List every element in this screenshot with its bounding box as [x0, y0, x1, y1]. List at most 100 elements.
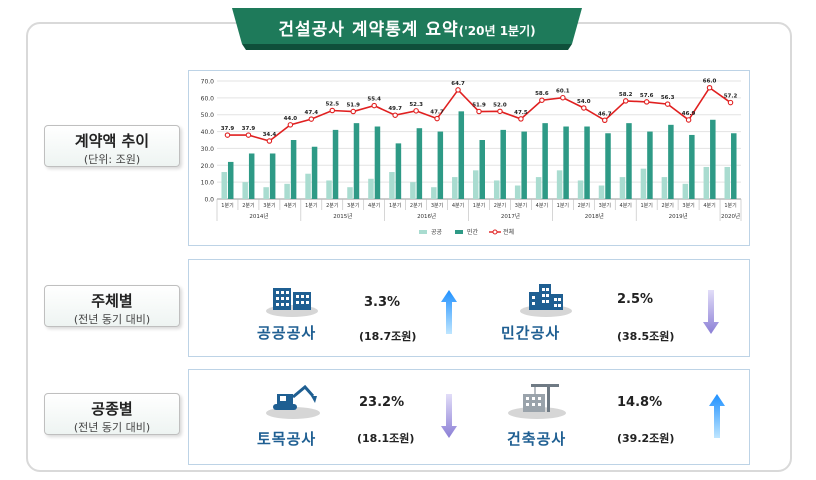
bar-public	[577, 180, 584, 199]
bar-private	[269, 153, 276, 199]
section-label-work: 공종별 (전년 동기 대비)	[44, 393, 180, 435]
point-total	[434, 115, 440, 122]
bar-public	[535, 177, 542, 199]
bar-private	[689, 134, 695, 199]
point-total	[287, 122, 294, 128]
point-total	[455, 87, 461, 93]
banner-shadow	[242, 44, 572, 50]
category-name-public: 공공공사	[257, 324, 317, 342]
x-tick-label: 1분기	[473, 202, 485, 209]
x-tick-label: 4분기	[368, 202, 380, 209]
title-banner: 건설공사 계약통계 요약('20년 1분기)	[232, 8, 582, 52]
bar-public	[640, 168, 647, 199]
amount-building: (39.2조원)	[617, 432, 675, 445]
data-label: 52.3	[409, 102, 423, 108]
point-total	[245, 132, 252, 138]
page-title: 건설공사 계약통계 요약('20년 1분기)	[232, 15, 582, 40]
y-tick-label: 40.0	[201, 129, 215, 136]
bar-public	[703, 166, 710, 199]
data-label: 52.5	[325, 102, 339, 108]
bar-public	[431, 187, 437, 199]
excavator-icon	[266, 384, 320, 419]
bar-public	[661, 177, 668, 199]
legend-label: 민간	[467, 228, 479, 236]
category-name-building: 건축공사	[507, 430, 567, 448]
bar-private	[374, 126, 381, 199]
year-label: 2019년	[669, 212, 688, 220]
point-total	[602, 117, 608, 124]
x-tick-label: 2분기	[410, 202, 422, 209]
legend-swatch	[419, 230, 427, 234]
year-label: 2020년	[721, 212, 740, 220]
data-label: 55.4	[367, 97, 381, 103]
data-label: 44.0	[284, 116, 298, 122]
year-label: 2018년	[585, 212, 604, 220]
point-total	[371, 102, 377, 109]
point-total	[622, 98, 629, 104]
bar-private	[563, 126, 569, 199]
bar-public	[556, 170, 563, 199]
x-tick-label: 1분기	[389, 202, 401, 209]
bar-private	[500, 129, 506, 199]
point-total	[392, 112, 398, 118]
data-label: 47.5	[514, 110, 528, 116]
x-tick-label: 4분기	[620, 202, 632, 209]
bar-public	[347, 187, 353, 199]
banner-shape	[232, 8, 582, 50]
section-title-work: 공종별	[91, 400, 133, 418]
data-label: 56.3	[661, 95, 675, 101]
point-total	[706, 84, 713, 91]
bar-public	[263, 187, 269, 199]
point-total	[224, 132, 231, 138]
x-tick-label: 1분기	[221, 202, 233, 209]
apartment-building-icon	[520, 284, 572, 317]
data-label: 51.9	[472, 103, 486, 109]
y-tick-label: 30.0	[201, 146, 215, 153]
data-label: 49.7	[388, 106, 402, 112]
bar-private	[458, 111, 465, 199]
bar-private	[731, 133, 737, 199]
data-label: 58.2	[619, 92, 633, 98]
bar-private	[521, 131, 527, 199]
bar-public	[305, 173, 311, 199]
data-label: 51.9	[346, 103, 360, 109]
office-building-icon	[266, 288, 318, 317]
data-label: 54.0	[577, 99, 591, 105]
bar-public	[242, 182, 248, 199]
title-sub: ('20년 1분기)	[458, 24, 536, 38]
year-label: 2017년	[501, 212, 520, 220]
point-total	[497, 108, 503, 115]
point-total	[664, 101, 671, 107]
bar-private	[437, 131, 444, 199]
amount-private: (38.5조원)	[617, 330, 675, 343]
bar-private	[626, 123, 632, 199]
point-total	[518, 116, 524, 122]
x-tick-label: 2분기	[661, 202, 673, 209]
bar-private	[584, 126, 590, 199]
x-tick-label: 4분기	[284, 202, 296, 209]
bar-public	[452, 177, 458, 199]
bar-private	[668, 124, 674, 199]
section-subtitle-entity: (전년 동기 대비)	[73, 313, 151, 326]
data-label: 64.7	[451, 81, 465, 87]
x-tick-label: 4분기	[703, 202, 715, 209]
data-label: 57.2	[724, 94, 738, 100]
bar-public	[682, 183, 689, 199]
x-tick-label: 2분기	[494, 202, 506, 209]
bar-private	[605, 133, 611, 199]
data-label: 34.4	[263, 132, 277, 138]
point-total	[581, 105, 587, 111]
bar-public	[724, 166, 731, 199]
change-private: 2.5%	[617, 292, 654, 307]
category-name-civil: 토목공사	[257, 430, 317, 448]
x-tick-label: 3분기	[515, 202, 527, 209]
data-label: 37.9	[242, 126, 256, 132]
bar-public	[598, 185, 605, 199]
arrow-down-icon	[703, 290, 719, 334]
bar-private	[227, 161, 234, 199]
bar-public	[284, 183, 290, 199]
bar-private	[710, 119, 716, 199]
x-tick-label: 2분기	[242, 202, 254, 209]
bar-private	[395, 143, 402, 199]
section-subtitle-trend: (단위: 조원)	[83, 153, 141, 166]
